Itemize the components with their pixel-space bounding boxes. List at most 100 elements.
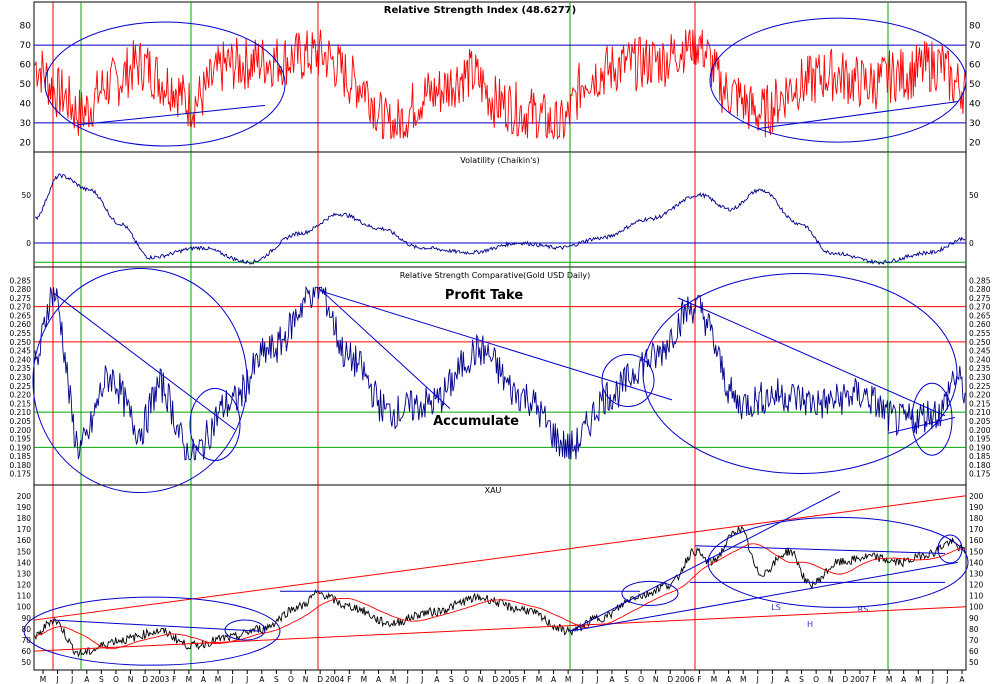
accumulate-label: Accumulate (433, 414, 519, 429)
x-tick-label: S (274, 675, 279, 684)
x-tick-label: A (434, 675, 440, 684)
x-tick-label: N (478, 675, 484, 684)
rsc-ytick-left: 0.175 (10, 470, 32, 479)
rsc-ytick-right: 0.255 (969, 329, 991, 338)
xau-ytick-right: 190 (969, 503, 984, 512)
rsc-ytick-left: 0.265 (10, 311, 32, 320)
x-tick-label: M (40, 675, 46, 684)
x-tick-label: M (886, 675, 892, 684)
xau-ytick-right: 110 (969, 592, 984, 601)
x-tick-label: S (449, 675, 454, 684)
rsc-ytick-right: 0.200 (969, 426, 991, 435)
rsc-ytick-right: 0.280 (969, 285, 991, 294)
xau-ytick-left: 150 (17, 547, 32, 556)
x-tick-label: M (390, 675, 396, 684)
x-tick-label: M (215, 675, 221, 684)
rsc-ytick-right: 0.215 (969, 399, 991, 408)
rsi-ytick-left: 80 (20, 22, 32, 32)
x-tick-label: O (113, 675, 119, 684)
rsc-ellipse-left (32, 268, 248, 494)
rsc-ytick-right: 0.250 (969, 338, 991, 347)
x-tick-label: O (288, 675, 294, 684)
rsi-ytick-left: 70 (20, 41, 32, 51)
x-tick-label: J (581, 675, 584, 684)
rsc-ytick-right: 0.225 (969, 382, 991, 391)
rsc-ytick-left: 0.225 (10, 382, 32, 391)
rsc-trend-5 (887, 416, 956, 434)
x-tick-label: F (347, 675, 351, 684)
xau-ellipse-small (224, 619, 266, 641)
x-tick-label: S (799, 675, 804, 684)
xau-ytick-left: 120 (17, 581, 32, 590)
xau-ellipse-mid (621, 580, 679, 606)
x-tick-label: S (624, 675, 629, 684)
rsc-ytick-left: 0.255 (10, 329, 32, 338)
rsc-ytick-left: 0.270 (10, 303, 32, 312)
x-tick-label: O (638, 675, 644, 684)
x-tick-label: J (931, 675, 934, 684)
x-tick-label: S (99, 675, 104, 684)
xau-ytick-right: 160 (969, 536, 984, 545)
x-tick-label: N (653, 675, 659, 684)
rsc-ytick-right: 0.190 (969, 443, 991, 452)
x-tick-label: J (595, 675, 598, 684)
rsc-trend-4 (677, 297, 946, 417)
xau-frame (33, 484, 967, 671)
xau-ytick-right: 60 (969, 647, 979, 656)
rsc-ytick-right: 0.185 (969, 452, 991, 461)
xau-ytick-left: 100 (17, 603, 32, 612)
rsc-ellipse-right (642, 272, 958, 474)
x-tick-label: A (959, 675, 965, 684)
xau-ytick-left: 130 (17, 569, 32, 578)
rsc-ytick-left: 0.280 (10, 285, 32, 294)
x-tick-label: J (945, 675, 948, 684)
x-tick-label: J (231, 675, 234, 684)
rsc-ytick-right: 0.275 (969, 294, 991, 303)
rsi-ytick-left: 30 (20, 119, 32, 129)
x-tick-label: D (842, 675, 848, 684)
rsi-line (34, 29, 966, 141)
rsc-panel: Relative Strength Comparative(Gold USD D… (10, 266, 991, 494)
xau-ytick-left: 190 (17, 503, 32, 512)
x-tick-label: A (201, 675, 207, 684)
xau-ellipse-small-right (937, 534, 963, 564)
profit-take-label: Profit Take (445, 288, 524, 303)
xau-trend-up (569, 490, 841, 632)
x-tick-label: J (70, 675, 73, 684)
rsc-ytick-left: 0.185 (10, 452, 32, 461)
x-tick-label: F (172, 675, 176, 684)
rsc-trend-3 (319, 290, 673, 401)
x-tick-label: D (317, 675, 323, 684)
rsc-ytick-right: 0.240 (969, 355, 991, 364)
rsc-ellipse-mid (601, 354, 655, 408)
x-tick-label: F (522, 675, 526, 684)
rsc-ytick-left: 0.190 (10, 443, 32, 452)
x-tick-label: O (463, 675, 469, 684)
rsc-ytick-left: 0.285 (10, 276, 32, 285)
rsc-ytick-right: 0.270 (969, 303, 991, 312)
xau-ytick-right: 80 (969, 625, 979, 634)
x-tick-label: A (901, 675, 907, 684)
x-tick-label: J (245, 675, 248, 684)
x-tick-label: M (536, 675, 542, 684)
x-tick-label: J (420, 675, 423, 684)
rsc-ytick-left: 0.180 (10, 461, 32, 470)
xau-ellipse-right (707, 516, 969, 608)
rsi-ytick-right: 50 (969, 80, 981, 90)
rsi-ellipse-right (709, 17, 967, 143)
xau-channel-upper (33, 495, 967, 621)
rsc-ytick-right: 0.220 (969, 391, 991, 400)
x-tick-label: J (406, 675, 409, 684)
x-tick-label: A (784, 675, 790, 684)
vol-ytick-left: 0 (26, 239, 31, 248)
rsc-ytick-left: 0.245 (10, 347, 32, 356)
x-tick-label: D (667, 675, 673, 684)
rsc-ytick-left: 0.240 (10, 355, 32, 364)
x-tick-label: D (492, 675, 498, 684)
rsc-ytick-right: 0.235 (969, 364, 991, 373)
rsi-ytick-left: 60 (20, 61, 32, 71)
rsc-ellipse-small-right (911, 382, 953, 456)
rsi-ellipse-left (44, 21, 286, 147)
rsi-ytick-right: 30 (969, 119, 981, 129)
